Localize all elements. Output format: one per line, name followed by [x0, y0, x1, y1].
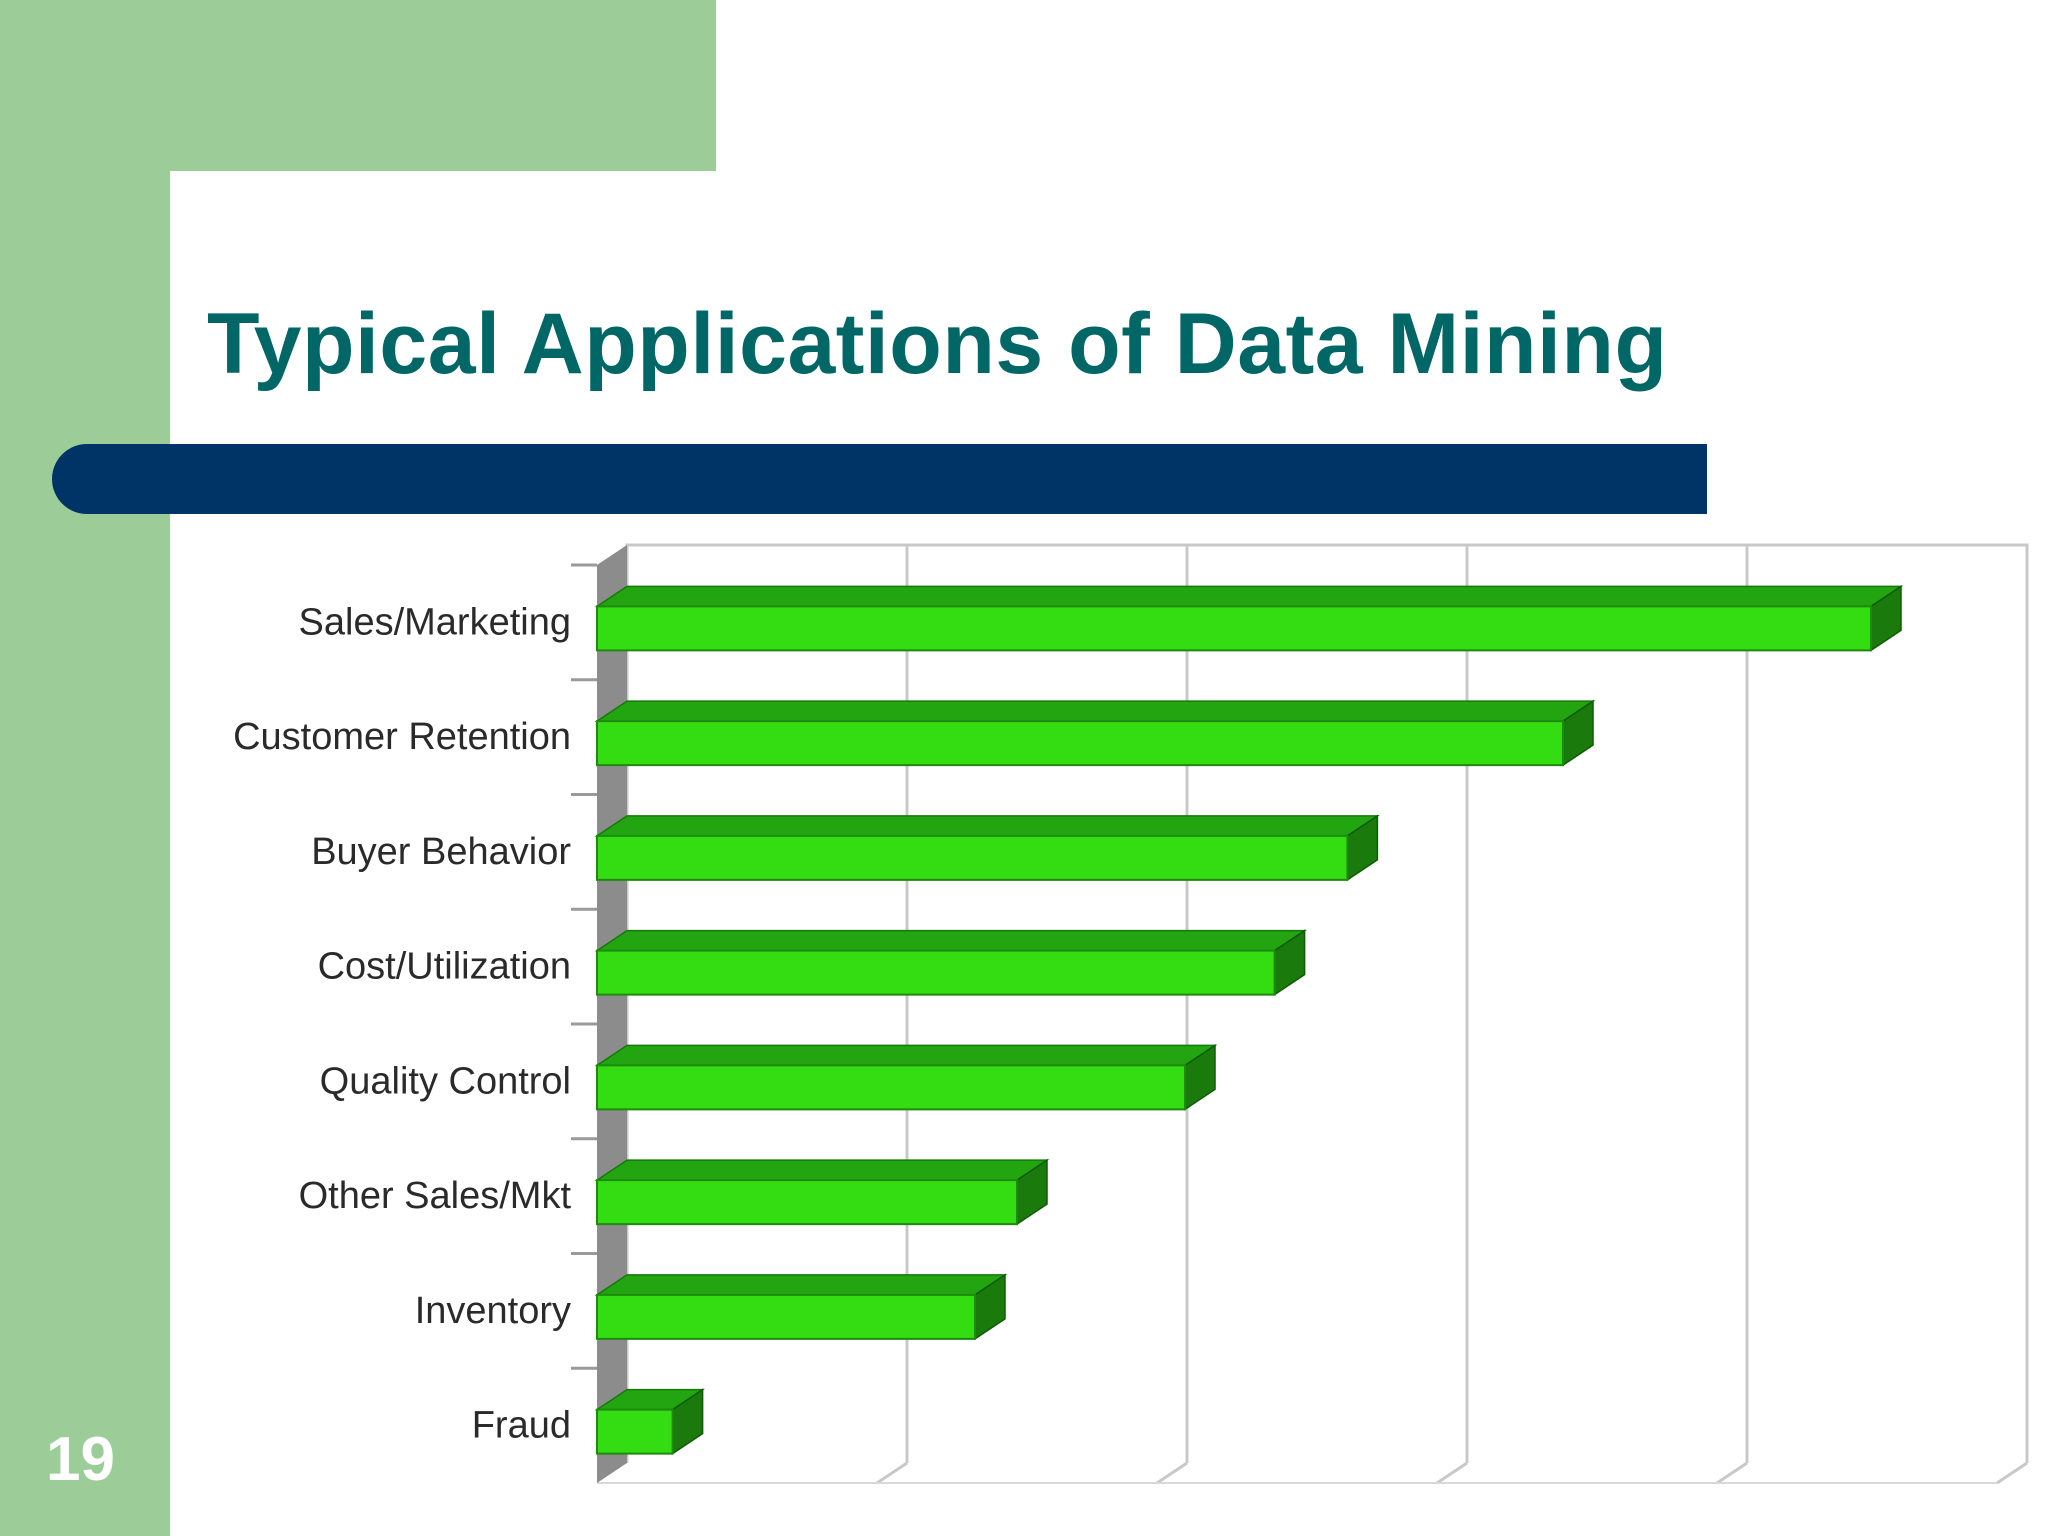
left-green-band	[0, 0, 170, 1536]
bar	[596, 949, 1276, 996]
bar-top-face	[594, 1044, 1218, 1067]
slide-title: Typical Applications of Data Mining	[207, 296, 1668, 392]
category-label: Other Sales/Mkt	[299, 1175, 572, 1217]
gridline-floor	[876, 1461, 908, 1485]
title-underline-bar	[52, 444, 1707, 514]
bar	[596, 1179, 1018, 1226]
y-axis-wall	[597, 545, 627, 1483]
slide-number: 19	[46, 1425, 115, 1494]
gridline-floor	[1716, 1461, 1748, 1485]
bar-top-face	[594, 929, 1308, 952]
category-label: Fraud	[472, 1405, 571, 1447]
top-green-band	[0, 0, 716, 171]
bar	[596, 605, 1872, 652]
bar-top-face	[594, 1274, 1008, 1296]
gridline-floor	[1996, 1461, 2028, 1485]
bar	[596, 720, 1564, 767]
bar	[596, 1408, 674, 1455]
bar-top-face	[594, 815, 1380, 837]
bar-top-face	[594, 585, 1904, 608]
category-label: Inventory	[415, 1290, 571, 1332]
gridline-floor	[1436, 1461, 1468, 1485]
category-label: Customer Retention	[233, 716, 571, 758]
bar-top-face	[594, 700, 1596, 722]
category-label: Cost/Utilization	[318, 946, 571, 988]
bar-top-face	[594, 1159, 1050, 1181]
category-label: Buyer Behavior	[311, 831, 571, 873]
category-label: Sales/Marketing	[299, 601, 571, 643]
bar	[596, 1293, 976, 1340]
gridline-floor	[1156, 1461, 1188, 1485]
bar	[596, 1064, 1186, 1111]
bar	[596, 834, 1349, 881]
category-label: Quality Control	[320, 1060, 571, 1102]
